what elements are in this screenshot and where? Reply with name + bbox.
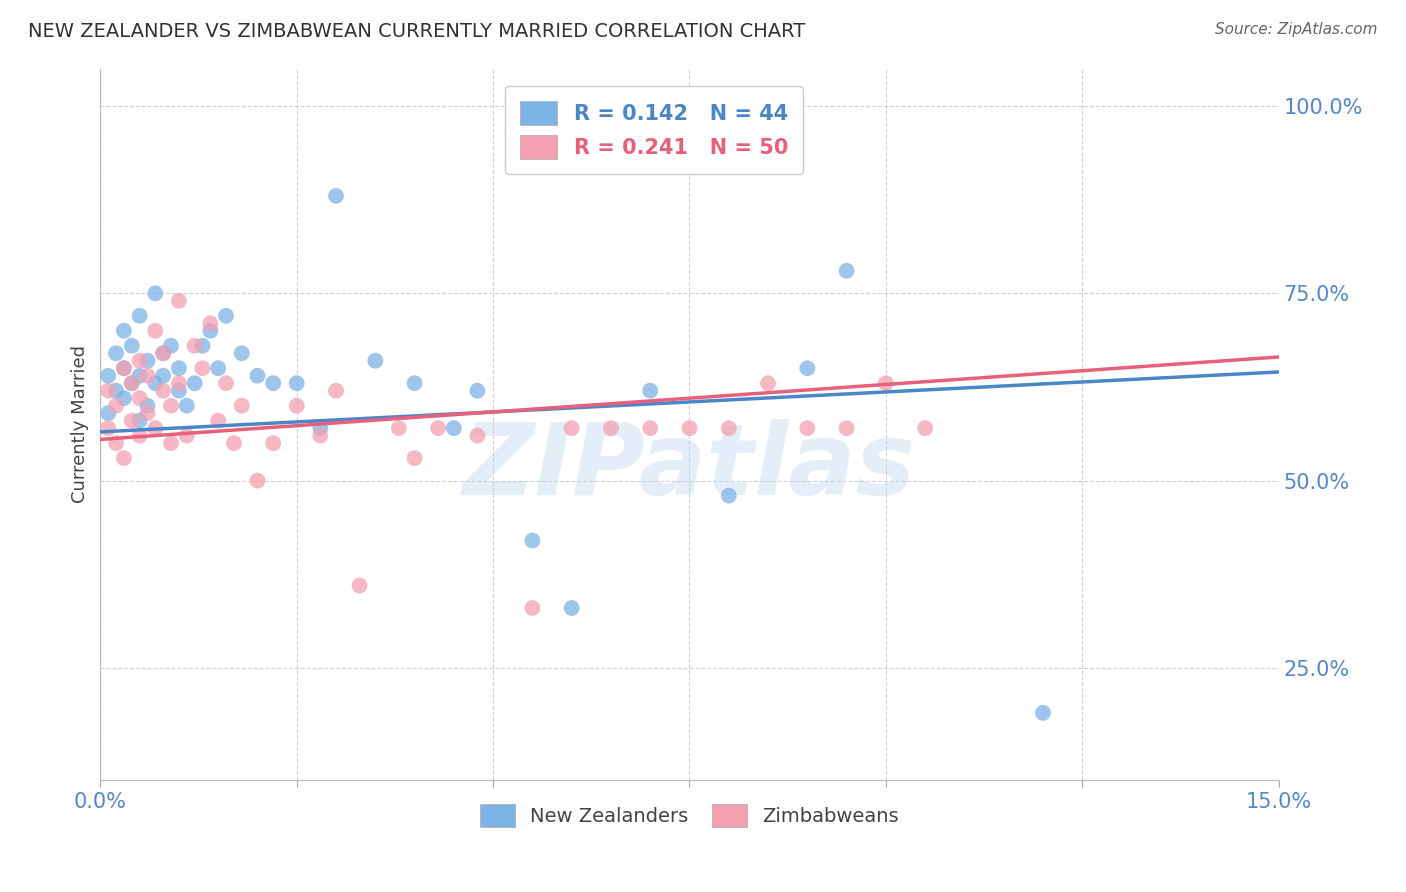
- Point: [176, 428, 198, 442]
- Y-axis label: Currently Married: Currently Married: [72, 345, 89, 503]
- Point: [97, 421, 120, 435]
- Point: [349, 578, 371, 592]
- Point: [121, 376, 143, 391]
- Point: [97, 384, 120, 398]
- Point: [325, 384, 347, 398]
- Point: [191, 361, 214, 376]
- Point: [561, 421, 583, 435]
- Point: [388, 421, 411, 435]
- Point: [638, 421, 661, 435]
- Point: [309, 421, 332, 435]
- Point: [427, 421, 450, 435]
- Point: [443, 421, 465, 435]
- Point: [167, 376, 190, 391]
- Point: [105, 384, 128, 398]
- Point: [309, 428, 332, 442]
- Point: [835, 421, 858, 435]
- Point: [796, 361, 818, 376]
- Point: [105, 399, 128, 413]
- Point: [364, 353, 387, 368]
- Point: [121, 414, 143, 428]
- Point: [128, 353, 150, 368]
- Point: [105, 436, 128, 450]
- Point: [143, 286, 166, 301]
- Point: [285, 399, 308, 413]
- Legend: New Zealanders, Zimbabweans: New Zealanders, Zimbabweans: [472, 797, 907, 835]
- Point: [136, 368, 159, 383]
- Point: [522, 601, 544, 615]
- Point: [105, 346, 128, 360]
- Point: [167, 384, 190, 398]
- Point: [112, 391, 135, 405]
- Point: [167, 293, 190, 308]
- Point: [231, 346, 253, 360]
- Point: [1032, 706, 1054, 720]
- Point: [97, 406, 120, 420]
- Point: [678, 421, 700, 435]
- Point: [404, 451, 426, 466]
- Point: [160, 436, 183, 450]
- Point: [246, 474, 269, 488]
- Point: [467, 384, 489, 398]
- Point: [112, 361, 135, 376]
- Point: [121, 339, 143, 353]
- Point: [231, 399, 253, 413]
- Point: [638, 384, 661, 398]
- Point: [191, 339, 214, 353]
- Point: [207, 361, 229, 376]
- Text: NEW ZEALANDER VS ZIMBABWEAN CURRENTLY MARRIED CORRELATION CHART: NEW ZEALANDER VS ZIMBABWEAN CURRENTLY MA…: [28, 22, 806, 41]
- Point: [128, 309, 150, 323]
- Point: [717, 421, 740, 435]
- Point: [136, 353, 159, 368]
- Point: [404, 376, 426, 391]
- Point: [97, 368, 120, 383]
- Point: [914, 421, 936, 435]
- Point: [215, 376, 238, 391]
- Point: [522, 533, 544, 548]
- Point: [152, 368, 174, 383]
- Point: [183, 376, 205, 391]
- Point: [143, 324, 166, 338]
- Point: [262, 376, 284, 391]
- Point: [128, 368, 150, 383]
- Point: [285, 376, 308, 391]
- Point: [215, 309, 238, 323]
- Point: [796, 421, 818, 435]
- Point: [875, 376, 897, 391]
- Point: [167, 361, 190, 376]
- Point: [160, 339, 183, 353]
- Point: [561, 601, 583, 615]
- Point: [160, 399, 183, 413]
- Point: [176, 399, 198, 413]
- Text: ZIPatlas: ZIPatlas: [463, 418, 917, 516]
- Point: [143, 421, 166, 435]
- Point: [112, 451, 135, 466]
- Point: [112, 324, 135, 338]
- Point: [152, 346, 174, 360]
- Point: [835, 264, 858, 278]
- Point: [200, 316, 222, 330]
- Text: Source: ZipAtlas.com: Source: ZipAtlas.com: [1215, 22, 1378, 37]
- Point: [717, 489, 740, 503]
- Point: [136, 399, 159, 413]
- Point: [246, 368, 269, 383]
- Point: [600, 421, 623, 435]
- Point: [207, 414, 229, 428]
- Point: [128, 414, 150, 428]
- Point: [262, 436, 284, 450]
- Point: [143, 376, 166, 391]
- Point: [121, 376, 143, 391]
- Point: [222, 436, 245, 450]
- Point: [112, 361, 135, 376]
- Point: [325, 189, 347, 203]
- Point: [200, 324, 222, 338]
- Point: [136, 406, 159, 420]
- Point: [128, 428, 150, 442]
- Point: [756, 376, 779, 391]
- Point: [152, 384, 174, 398]
- Point: [467, 428, 489, 442]
- Point: [128, 391, 150, 405]
- Point: [183, 339, 205, 353]
- Point: [152, 346, 174, 360]
